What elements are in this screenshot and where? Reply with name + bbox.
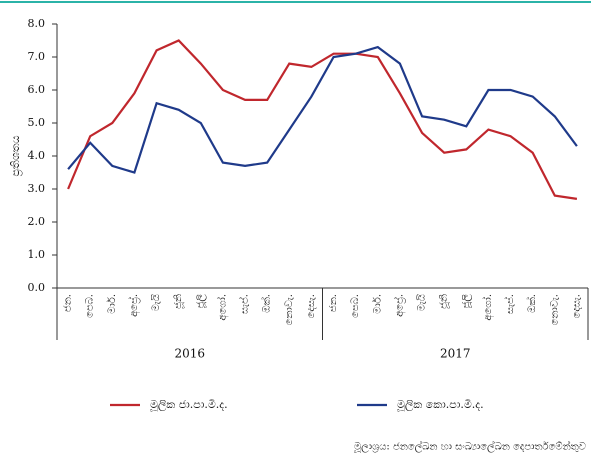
legend-label: මූලික ජා.පා.මි.ද.	[150, 398, 228, 412]
year-label: 2017	[440, 347, 471, 361]
x-tick-label: සැප්.	[503, 294, 516, 314]
x-tick-label: ජූලි	[195, 294, 206, 309]
y-tick-label: 8.0	[28, 17, 46, 30]
x-tick-label: ඔක්.	[260, 294, 273, 313]
line-series	[67, 45, 578, 174]
x-tick-label: ජන.	[328, 294, 339, 312]
x-tick-label: ජූලි	[461, 294, 472, 309]
line-series	[67, 39, 578, 200]
x-tick-label: මාර්.	[371, 294, 383, 314]
x-tick-label: මැයි	[417, 294, 428, 312]
y-tick-label: 7.0	[28, 50, 46, 63]
x-tick-label: ජූනි	[439, 294, 450, 309]
x-tick-label: පෙබ.	[85, 294, 96, 318]
x-tick-label: දෙසැ.	[306, 294, 317, 318]
x-tick-label: ජූනි	[173, 294, 184, 309]
y-tick-label: 0.0	[28, 281, 46, 294]
x-tick-label: නොවැ.	[284, 294, 295, 325]
y-tick-label: 1.0	[28, 248, 46, 261]
y-tick-label: 5.0	[28, 116, 46, 129]
x-tick-label: පෙබ.	[350, 294, 361, 318]
x-tick-label: දෙසැ.	[571, 294, 582, 318]
x-tick-label: අගෝ.	[215, 294, 228, 321]
x-tick-label: අගෝ.	[481, 294, 494, 321]
legend-label: මූලික කො.පා.මි.ද.	[397, 398, 484, 412]
y-axis-label: ප්‍රතිශතය	[9, 135, 22, 176]
source: මූලාශ්‍රය: ජනලේඛන හා සංඛ්‍යාලේඛන දෙපාර්ත…	[353, 439, 586, 452]
x-tick-label: අප්‍රේ.	[392, 294, 405, 317]
y-tick-label: 3.0	[28, 182, 46, 195]
x-tick-label: අප්‍රේ.	[127, 294, 140, 317]
x-tick-label: මැයි	[151, 294, 162, 312]
year-label: 2016	[174, 347, 205, 361]
y-tick-label: 6.0	[28, 83, 46, 96]
x-tick-label: නොවැ.	[549, 294, 560, 325]
x-tick-label: සැප්.	[237, 294, 250, 314]
x-tick-label: මාර්.	[106, 294, 118, 314]
x-tick-label: ඔක්.	[525, 294, 538, 313]
y-tick-label: 4.0	[28, 149, 46, 162]
x-tick-label: ජන.	[63, 294, 74, 312]
y-tick-label: 2.0	[28, 215, 46, 228]
